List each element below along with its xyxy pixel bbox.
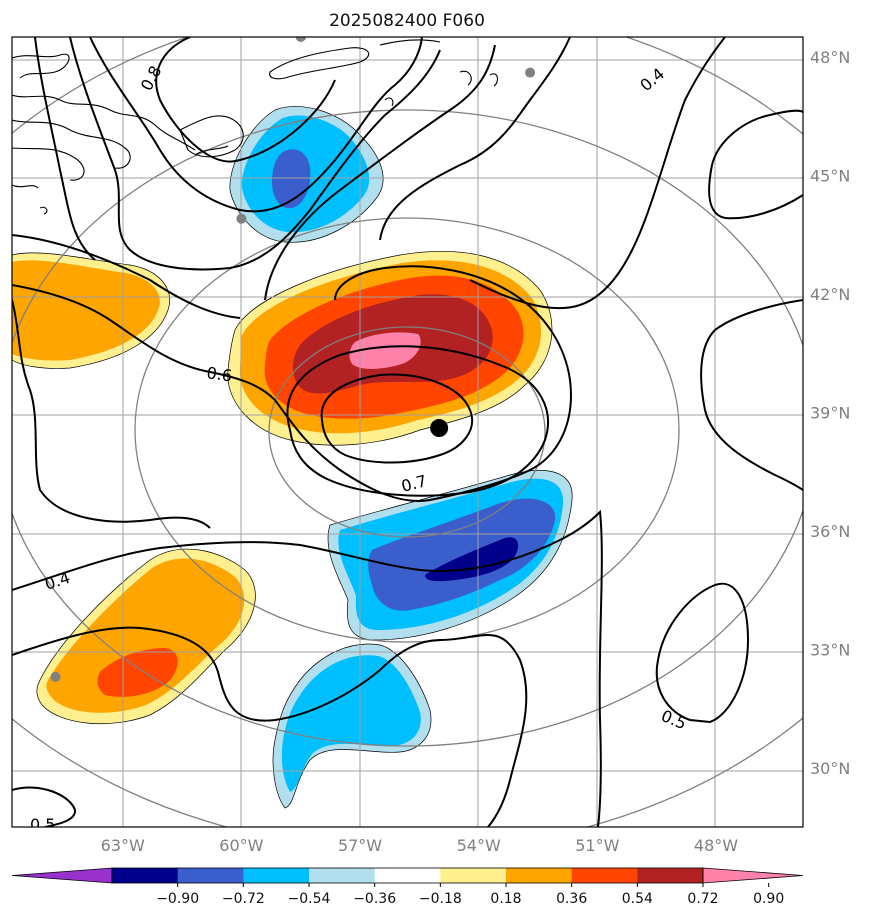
longitude-tick-label: 54°W: [457, 836, 501, 855]
latitude-tick-label: 33°N: [810, 640, 850, 659]
longitude-tick-label: 48°W: [694, 836, 738, 855]
anomaly-negative-south: [327, 469, 573, 641]
latitude-tick-label: 48°N: [810, 48, 850, 67]
colorbar-tick-label: 0.18: [490, 891, 521, 907]
map-frame: [11, 36, 804, 828]
latitude-tick-label: 36°N: [810, 522, 850, 541]
contour-0-6-b: [12, 234, 241, 319]
anomaly-negative-far-south: [272, 643, 432, 809]
contour-0-5-west: [12, 299, 211, 529]
contour-0-4-east: [708, 109, 803, 220]
colorbar-segment: [440, 868, 507, 883]
colorbar-extend-high: [702, 867, 804, 884]
longitude-tick-label: 60°W: [219, 836, 263, 855]
colorbar-tick-label: −0.90: [156, 891, 199, 907]
range-rings: [12, 37, 803, 827]
contour-bottom-left: [12, 786, 76, 827]
contour-0-6-east-north: [264, 44, 496, 301]
contour-0-5-east-north: [379, 37, 571, 241]
colorbar-segment: [112, 868, 179, 883]
latitude-labels: 48°N 45°N 42°N 39°N 36°N 33°N 30°N: [810, 48, 850, 778]
map-panel: 0.8 0.4 0.6 0.7 0.4 0.5 0.5: [11, 36, 804, 834]
contour-0-7-north: [69, 37, 441, 271]
colorbar-tick-label: 0.36: [556, 891, 587, 907]
anomaly-positive-southwest: [36, 548, 256, 725]
colorbar-extend-low: [11, 867, 113, 884]
colorbar-tick-label: 0.54: [622, 891, 653, 907]
colorbar-segment: [506, 868, 573, 883]
colorbar-segment: [309, 868, 376, 883]
contour-0-7: [286, 345, 549, 497]
contour-0-4-south: [12, 509, 603, 827]
storm-center-marker: [430, 419, 449, 438]
latitude-tick-label: 42°N: [810, 285, 850, 304]
latitude-tick-label: 30°N: [810, 759, 850, 778]
colorbar-segment: [177, 868, 244, 883]
station-marker: [525, 67, 536, 78]
colorbar-segment: [637, 868, 704, 883]
colorbar-segment: [243, 868, 310, 883]
colorbar: −0.90 −0.72 −0.54 −0.36 −0.18 0.18 0.36 0.54 0.7…: [11, 867, 804, 907]
contour-0-6-north: [34, 37, 96, 261]
graticule: [12, 37, 803, 827]
colorbar-tick-label: 0.90: [753, 891, 784, 907]
contour-0-4-sw: [12, 626, 528, 827]
colorbar-tick-label: −0.18: [419, 891, 462, 907]
contour-0-5-east: [700, 299, 803, 491]
station-marker: [236, 213, 247, 224]
contour-0-7-inner: [320, 373, 473, 464]
colorbar-tick-label: −0.54: [288, 891, 331, 907]
anomaly-negative-north: [229, 106, 384, 243]
contour-label: 0.6: [205, 363, 233, 385]
contour-0-5-southeast: [655, 582, 750, 724]
anomaly-positive-central: [227, 250, 553, 446]
contour-0-6-a: [12, 265, 572, 502]
longitude-tick-label: 57°W: [338, 836, 382, 855]
longitude-tick-label: 51°W: [575, 836, 619, 855]
colorbar-tick-label: 0.72: [687, 891, 718, 907]
colorbar-tick-label: −0.72: [222, 891, 265, 907]
colorbar-outline: [111, 867, 704, 884]
longitude-labels: 63°W 60°W 57°W 54°W 51°W 48°W: [101, 836, 739, 855]
colorbar-segment: [374, 868, 441, 883]
colorbar-segment: [571, 868, 638, 883]
contour-lines: [12, 37, 803, 827]
longitude-tick-label: 63°W: [101, 836, 145, 855]
contour-label: 0.5: [30, 815, 55, 834]
station-marker: [295, 37, 306, 42]
latitude-tick-label: 39°N: [810, 403, 850, 422]
latitude-tick-label: 45°N: [810, 166, 850, 185]
contour-0-9: [155, 37, 336, 163]
station-marker: [50, 671, 61, 682]
colorbar-tick-label: −0.36: [353, 891, 396, 907]
contour-0-4-northeast: [469, 37, 726, 310]
marker-layer: [50, 37, 536, 682]
contour-0-8: [89, 37, 423, 213]
figure-title: 2025082400 F060: [329, 11, 485, 31]
map-content: 0.8 0.4 0.6 0.7 0.4 0.5 0.5: [12, 37, 803, 834]
